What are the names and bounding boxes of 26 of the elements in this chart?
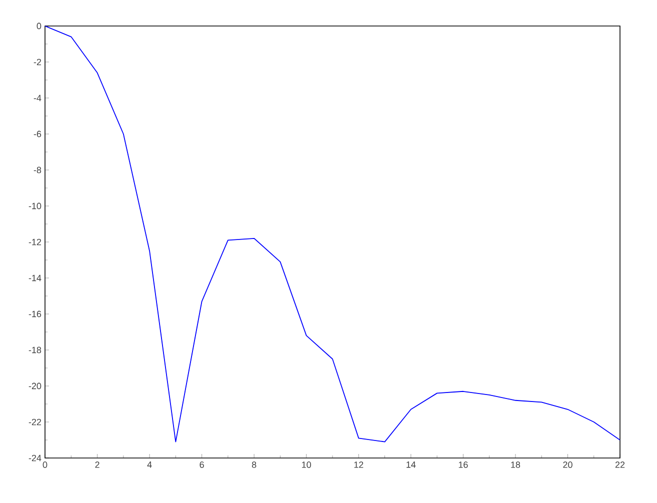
- x-tick-label: 14: [406, 462, 416, 468]
- y-tick-label: -24: [28, 454, 42, 462]
- y-tick-label: -10: [28, 202, 42, 210]
- x-tick-label: 16: [458, 462, 468, 468]
- x-tick-label: 6: [200, 462, 204, 468]
- y-tick-label: -6: [34, 130, 42, 138]
- y-tick-label: -4: [34, 94, 42, 102]
- x-tick-label: 20: [563, 462, 572, 468]
- y-tick-label: 0: [36, 22, 42, 30]
- x-tick-label: 10: [302, 462, 312, 468]
- x-tick-label: 2: [95, 462, 100, 468]
- x-tick-label: 22: [615, 462, 625, 468]
- line-series: [45, 26, 620, 442]
- x-tick-label: 0: [42, 462, 48, 468]
- y-tick-label: -20: [28, 382, 42, 390]
- y-tick-label: -14: [28, 274, 42, 282]
- x-tick-label: 4: [147, 462, 152, 468]
- y-tick-label: -18: [28, 346, 42, 354]
- x-tick-label: 18: [511, 462, 520, 468]
- x-tick-label: 12: [354, 462, 364, 468]
- x-tick-label: 8: [252, 462, 256, 468]
- y-tick-label: -22: [28, 418, 42, 426]
- y-tick-label: -16: [28, 310, 42, 318]
- y-tick-label: -8: [34, 166, 42, 174]
- y-tick-label: -12: [28, 238, 42, 246]
- y-tick-label: -2: [34, 58, 42, 66]
